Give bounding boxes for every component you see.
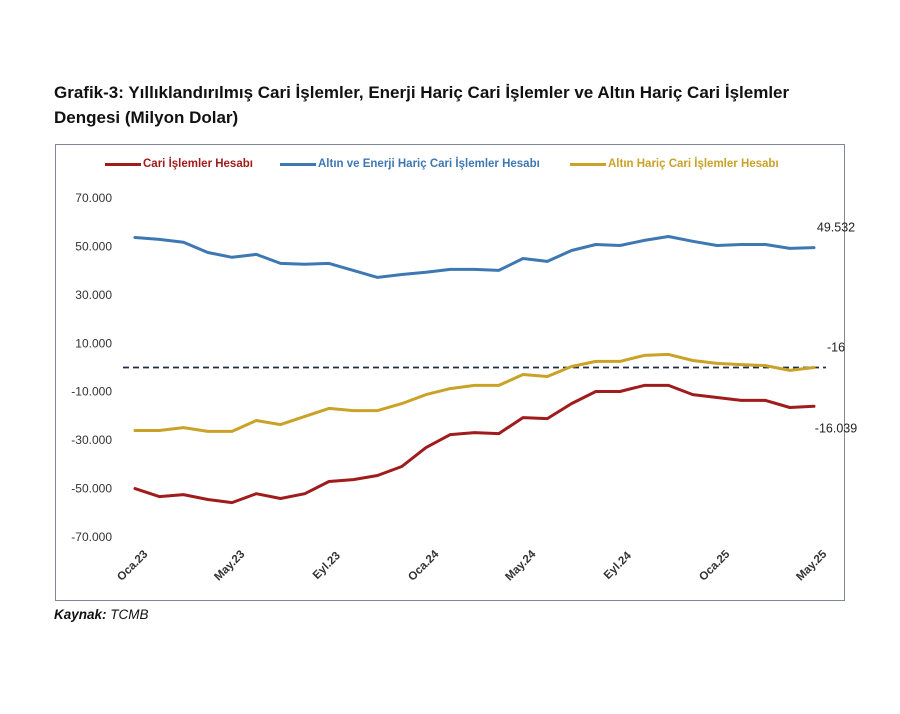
x-tick-label: May.24: [503, 548, 538, 583]
chart-frame: [55, 144, 845, 601]
chart-title: Grafik-3: Yıllıklandırılmış Cari İşlemle…: [54, 83, 790, 127]
y-tick-label: -50.000: [71, 482, 112, 496]
chart-legend: Cari İşlemler Hesabı Altın ve Enerji Har…: [0, 158, 900, 178]
y-tick-label: 10.000: [75, 336, 112, 350]
legend-swatch-altin-enerji: [280, 162, 316, 166]
legend-item-cari: Cari İşlemler Hesabı: [105, 158, 253, 170]
source-note: Kaynak: TCMB: [54, 607, 149, 622]
legend-swatch-altin: [570, 162, 606, 166]
end-value-label: -16: [827, 341, 845, 355]
legend-item-altin: Altın Hariç Cari İşlemler Hesabı: [570, 158, 779, 170]
y-tick-label: 70.000: [75, 191, 112, 205]
x-tick-label: Eyl.24: [602, 549, 634, 581]
y-tick-label: 30.000: [75, 288, 112, 302]
legend-label-altin-enerji: Altın ve Enerji Hariç Cari İşlemler Hesa…: [318, 158, 540, 170]
series-line-1: [133, 235, 816, 279]
y-tick-label: -30.000: [71, 433, 112, 447]
x-tick-label: Eyl.23: [311, 550, 343, 582]
source-label: Kaynak:: [54, 607, 107, 622]
legend-swatch-cari: [105, 162, 141, 166]
legend-item-altin-enerji: Altın ve Enerji Hariç Cari İşlemler Hesa…: [280, 158, 540, 170]
source-value: TCMB: [110, 607, 149, 622]
series-line-2: [133, 352, 816, 433]
legend-label-altin: Altın Hariç Cari İşlemler Hesabı: [608, 158, 779, 170]
legend-label-cari: Cari İşlemler Hesabı: [143, 158, 253, 170]
y-tick-label: -70.000: [71, 530, 112, 544]
y-tick-label: 50.000: [75, 239, 112, 253]
x-tick-label: Oca.23: [115, 548, 150, 583]
x-tick-label: Oca.24: [406, 548, 442, 584]
x-tick-label: May.23: [212, 548, 247, 583]
y-tick-label: -10.000: [71, 385, 112, 399]
series-line-0: [133, 383, 816, 505]
x-tick-label: May.25: [794, 548, 829, 583]
x-tick-label: Oca.25: [697, 548, 733, 584]
end-value-label: -16.039: [815, 421, 857, 435]
end-value-label: 49.532: [817, 221, 855, 235]
